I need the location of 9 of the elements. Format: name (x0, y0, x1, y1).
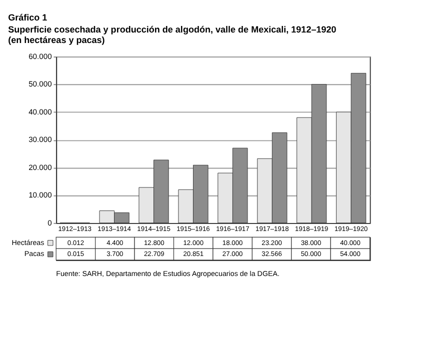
y-tick-label: 20.000 (28, 162, 52, 172)
y-tick-label: 50.000 (28, 80, 52, 89)
chart-title: Gráfico 1 (8, 12, 48, 22)
y-tick-label: 10.000 (28, 190, 52, 200)
chart-subtitle: Superficie cosechada y producción de algodón, valle de Mexicali, 1912–1920 (en hectáreas y pacas) (8, 24, 336, 46)
y-tick-label: 30.000 (28, 135, 52, 144)
y-tick-label: 60.000 (28, 52, 52, 61)
y-tick-label: 0 (48, 218, 52, 228)
y-tick-label: 40.000 (28, 107, 52, 116)
